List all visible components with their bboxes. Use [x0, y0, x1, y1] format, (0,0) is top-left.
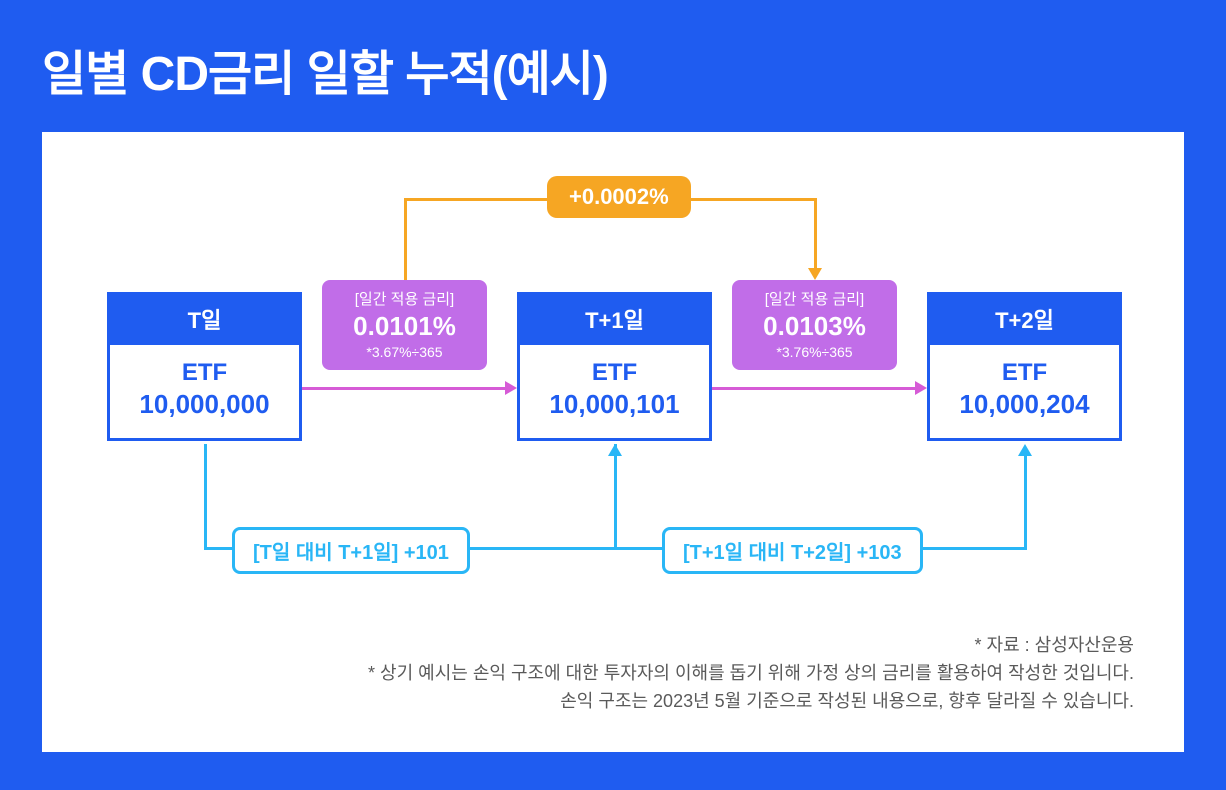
daily-rate-box-2: [일간 적용 금리] 0.0103% *3.76%÷365 [732, 280, 897, 370]
footnote-line: 손익 구조는 2023년 5월 기준으로 작성된 내용으로, 향후 달라질 수 … [368, 688, 1134, 716]
rate-delta-pill: +0.0002% [547, 176, 691, 218]
etf-value: 10,000,204 [934, 389, 1115, 420]
footnotes: * 자료 : 삼성자산운용 * 상기 예시는 손익 구조에 대한 투자자의 이해… [368, 632, 1134, 716]
rate-label: [일간 적용 금리] [328, 288, 481, 309]
day-header: T+2일 [930, 295, 1119, 345]
rate-value: 0.0103% [738, 311, 891, 342]
day-header: T+1일 [520, 295, 709, 345]
footnote-line: * 상기 예시는 손익 구조에 대한 투자자의 이해를 돕기 위해 가정 상의 … [368, 660, 1134, 688]
slide-title: 일별 CD금리 일할 누적(예시) [42, 34, 1184, 104]
arrow-magenta-1-line [302, 387, 505, 390]
connector-cyan-1-left-v [204, 444, 207, 547]
connector-orange-v-right [814, 198, 817, 268]
day-body: ETF 10,000,101 [520, 345, 709, 438]
etf-label: ETF [114, 359, 295, 387]
day-body: ETF 10,000,000 [110, 345, 299, 438]
etf-accumulation-diagram: +0.0002% T일 ETF 10,000,000 T+1일 ETF 10,0… [82, 162, 1144, 592]
diff-label-2: [T+1일 대비 T+2일] +103 [662, 527, 923, 574]
etf-day-box-t2: T+2일 ETF 10,000,204 [927, 292, 1122, 441]
etf-label: ETF [934, 359, 1115, 387]
day-header: T일 [110, 295, 299, 345]
connector-cyan-2-left-v [614, 444, 617, 547]
day-body: ETF 10,000,204 [930, 345, 1119, 438]
rate-value: 0.0101% [328, 311, 481, 342]
arrowhead-cyan-2-up [1018, 444, 1032, 456]
arrowhead-orange-down [808, 268, 822, 280]
diff-label-1: [T일 대비 T+1일] +101 [232, 527, 470, 574]
etf-day-box-t: T일 ETF 10,000,000 [107, 292, 302, 441]
slide-outer: 일별 CD금리 일할 누적(예시) +0.0002% T일 ETF 10,000… [0, 0, 1226, 790]
rate-label: [일간 적용 금리] [738, 288, 891, 309]
arrow-magenta-2-line [712, 387, 915, 390]
etf-day-box-t1: T+1일 ETF 10,000,101 [517, 292, 712, 441]
content-panel: +0.0002% T일 ETF 10,000,000 T+1일 ETF 10,0… [42, 132, 1184, 752]
rate-note: *3.76%÷365 [738, 344, 891, 360]
arrow-magenta-2-head [915, 381, 927, 395]
arrow-magenta-1-head [505, 381, 517, 395]
rate-note: *3.67%÷365 [328, 344, 481, 360]
etf-value: 10,000,101 [524, 389, 705, 420]
footnote-line: * 자료 : 삼성자산운용 [368, 632, 1134, 660]
connector-cyan-2-right-v [1024, 456, 1027, 547]
connector-orange-v-left [404, 198, 407, 280]
daily-rate-box-1: [일간 적용 금리] 0.0101% *3.67%÷365 [322, 280, 487, 370]
etf-label: ETF [524, 359, 705, 387]
etf-value: 10,000,000 [114, 389, 295, 420]
